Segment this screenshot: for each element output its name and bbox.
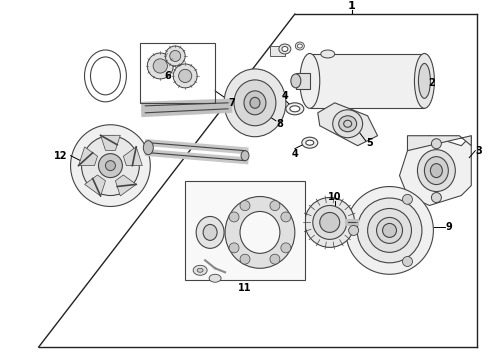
Ellipse shape xyxy=(295,42,304,50)
Ellipse shape xyxy=(424,157,448,185)
Circle shape xyxy=(153,59,168,73)
Polygon shape xyxy=(318,103,378,146)
Circle shape xyxy=(105,161,116,171)
Ellipse shape xyxy=(305,198,355,247)
Circle shape xyxy=(173,64,197,88)
Circle shape xyxy=(147,53,173,79)
Ellipse shape xyxy=(357,198,422,263)
Ellipse shape xyxy=(286,103,304,115)
Polygon shape xyxy=(123,147,142,166)
Text: 4: 4 xyxy=(292,149,298,159)
Text: 8: 8 xyxy=(276,119,283,129)
Circle shape xyxy=(270,254,280,264)
Circle shape xyxy=(431,193,441,203)
Polygon shape xyxy=(85,175,105,196)
Ellipse shape xyxy=(418,63,430,98)
Bar xyxy=(185,181,305,280)
Ellipse shape xyxy=(279,44,291,54)
Ellipse shape xyxy=(291,74,301,88)
Polygon shape xyxy=(115,175,136,196)
Ellipse shape xyxy=(377,217,402,243)
Ellipse shape xyxy=(339,116,357,132)
Text: 12: 12 xyxy=(54,150,67,161)
Circle shape xyxy=(431,139,441,149)
Circle shape xyxy=(240,254,250,264)
Ellipse shape xyxy=(430,164,442,177)
Circle shape xyxy=(179,69,192,82)
Circle shape xyxy=(240,201,250,211)
Ellipse shape xyxy=(306,140,314,145)
Ellipse shape xyxy=(224,69,286,137)
Ellipse shape xyxy=(368,208,412,252)
Text: 5: 5 xyxy=(366,138,373,148)
Text: 6: 6 xyxy=(165,71,172,81)
Ellipse shape xyxy=(71,125,150,207)
Circle shape xyxy=(98,154,122,177)
Polygon shape xyxy=(100,135,120,150)
Text: 3: 3 xyxy=(476,146,483,156)
Ellipse shape xyxy=(321,50,335,58)
Ellipse shape xyxy=(282,46,288,51)
Ellipse shape xyxy=(320,212,340,233)
Circle shape xyxy=(229,243,239,253)
Ellipse shape xyxy=(313,206,346,239)
Text: 1: 1 xyxy=(348,1,356,11)
Circle shape xyxy=(402,194,413,204)
Ellipse shape xyxy=(225,197,295,268)
Polygon shape xyxy=(310,54,424,108)
Circle shape xyxy=(170,50,181,62)
Circle shape xyxy=(281,212,291,222)
Ellipse shape xyxy=(196,216,224,248)
Ellipse shape xyxy=(241,151,249,161)
Ellipse shape xyxy=(234,80,276,126)
Ellipse shape xyxy=(297,44,302,48)
Ellipse shape xyxy=(417,150,455,192)
Bar xyxy=(296,73,310,89)
Ellipse shape xyxy=(244,91,266,115)
Circle shape xyxy=(229,212,239,222)
Circle shape xyxy=(281,243,291,253)
Ellipse shape xyxy=(290,106,300,112)
Ellipse shape xyxy=(333,110,363,138)
Text: 2: 2 xyxy=(428,78,435,88)
Ellipse shape xyxy=(193,265,207,275)
Polygon shape xyxy=(399,136,471,206)
Text: 7: 7 xyxy=(229,98,235,108)
Ellipse shape xyxy=(209,274,221,282)
Ellipse shape xyxy=(302,137,318,148)
Circle shape xyxy=(402,257,413,266)
Polygon shape xyxy=(270,46,285,56)
Polygon shape xyxy=(408,136,471,151)
Text: 9: 9 xyxy=(446,222,453,233)
Ellipse shape xyxy=(415,54,435,108)
Circle shape xyxy=(165,46,185,66)
Ellipse shape xyxy=(197,268,203,272)
Text: 11: 11 xyxy=(238,283,252,293)
Ellipse shape xyxy=(345,186,433,274)
Ellipse shape xyxy=(250,97,260,108)
Ellipse shape xyxy=(203,224,217,240)
Polygon shape xyxy=(78,147,98,166)
Circle shape xyxy=(349,225,359,235)
Ellipse shape xyxy=(144,141,153,155)
Ellipse shape xyxy=(300,54,320,108)
Ellipse shape xyxy=(240,211,280,253)
Ellipse shape xyxy=(383,224,396,237)
Bar xyxy=(140,43,215,103)
Ellipse shape xyxy=(81,136,139,195)
Text: 4: 4 xyxy=(281,91,288,101)
Text: 10: 10 xyxy=(328,192,342,202)
Circle shape xyxy=(270,201,280,211)
